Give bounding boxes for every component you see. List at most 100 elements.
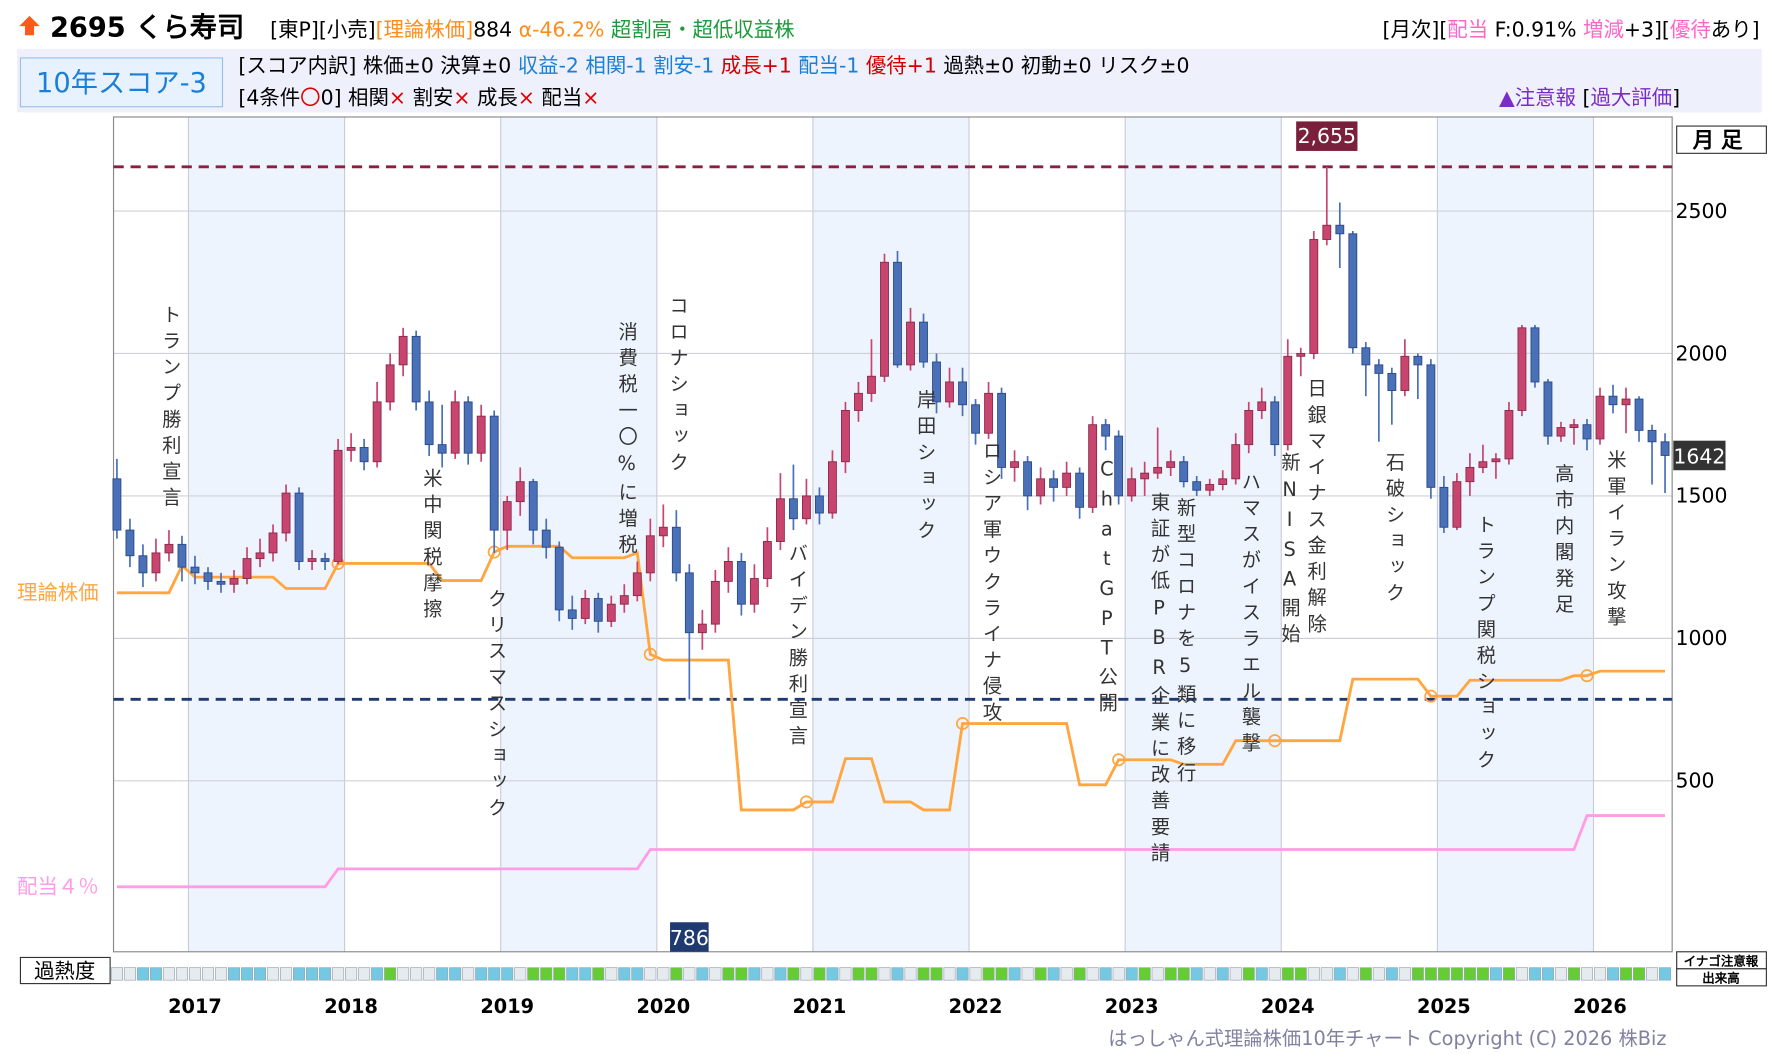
plot-frame — [112, 116, 1673, 953]
volume-label: 出来高 — [1702, 970, 1739, 985]
heat-cell — [813, 967, 826, 981]
heat-cell — [1333, 967, 1346, 981]
heat-cell — [1450, 967, 1463, 981]
volume-label: イナゴ注意報 — [1684, 953, 1759, 968]
year-band — [812, 116, 970, 952]
heat-cell — [787, 967, 800, 981]
text-segment: ] — [1672, 85, 1680, 109]
heat-cell — [397, 967, 410, 981]
event-annotation: 石破ショック — [1383, 452, 1406, 609]
candle-body — [971, 404, 980, 434]
update-marker — [643, 647, 657, 661]
candle-body — [658, 526, 668, 537]
candle-body — [1478, 461, 1488, 468]
candle-body — [1192, 481, 1202, 491]
candle-body — [489, 415, 499, 531]
candle-body — [1179, 461, 1189, 483]
heat-cell — [306, 967, 319, 981]
heat-cell — [1112, 967, 1125, 981]
heat-cell — [1229, 967, 1242, 981]
heat-label: 過熱度 — [34, 959, 95, 983]
event-annotation: 新型コロナを5類に移行 — [1174, 497, 1197, 788]
candle-body — [1660, 441, 1670, 456]
heat-cell — [1646, 967, 1659, 981]
event-annotation: 消費税一〇%に増税 — [615, 321, 638, 560]
heat-cell — [1489, 967, 1502, 981]
candle-body — [749, 578, 759, 605]
candle-body — [684, 572, 694, 634]
year-band — [1125, 116, 1282, 952]
heat-cell — [514, 967, 527, 981]
heat-cell — [1268, 967, 1281, 981]
candle-body — [893, 261, 902, 366]
y-tick-label: 2000 — [1676, 341, 1728, 365]
heat-cell — [527, 967, 540, 981]
candle-body — [1569, 424, 1579, 428]
heat-cell — [293, 967, 306, 981]
series-label: 配当４％ — [17, 875, 99, 899]
heat-cell — [748, 967, 761, 981]
heat-cell — [722, 967, 735, 981]
candle-body — [984, 392, 993, 434]
candle-body — [815, 495, 824, 514]
candle-body — [1413, 355, 1423, 366]
event-annotation: ハマスがイスラエル襲撃 — [1238, 471, 1261, 758]
heat-cell — [579, 967, 592, 981]
heat-cell — [1659, 967, 1672, 981]
event-annotation: 米軍イラン攻撃 — [1604, 450, 1627, 633]
candle-body — [385, 364, 395, 403]
last-price-box — [1673, 440, 1726, 471]
text-segment: 成長 — [470, 85, 517, 109]
text-segment: [4条件 — [238, 85, 300, 109]
candle-body — [268, 532, 278, 554]
score-box — [19, 57, 224, 108]
heat-cell — [436, 967, 449, 981]
candle-body — [854, 392, 863, 411]
update-marker — [956, 717, 970, 731]
candle-body — [1010, 461, 1020, 468]
text-segment: 配当 — [1447, 17, 1488, 41]
heat-cell — [1437, 967, 1450, 981]
text-segment: 超割高・超低収益株 — [611, 17, 795, 41]
candle-body — [1556, 427, 1566, 437]
heat-cell — [670, 967, 683, 981]
text-segment: ▲注意報 — [1499, 85, 1582, 109]
event-annotation: トランプ関税ショック — [1473, 515, 1496, 776]
candle-body — [1270, 401, 1280, 446]
candle-body — [645, 535, 655, 574]
candle-body — [932, 361, 941, 403]
heat-cell — [774, 967, 787, 981]
candle-body — [1218, 478, 1228, 485]
y-tick-label: 1000 — [1676, 626, 1728, 650]
year-label: 2023 — [1105, 995, 1159, 1018]
candle-body — [1595, 395, 1605, 440]
heat-cell — [878, 967, 891, 981]
candle-body — [828, 461, 837, 514]
event-annotation: 岸田ショック — [914, 390, 937, 547]
high-label: 2,655 — [1298, 124, 1356, 148]
stock-title: 2695 くら寿司 — [50, 12, 244, 43]
heat-cell — [319, 967, 332, 981]
text-segment: [理論株価] — [376, 17, 474, 41]
low-box — [670, 922, 709, 952]
text-segment: α-46.2% — [519, 17, 611, 41]
candle-body — [398, 335, 408, 366]
heat-cell — [449, 967, 462, 981]
candle-body — [619, 595, 629, 605]
heat-cell — [1086, 967, 1099, 981]
candle-body — [997, 392, 1006, 468]
text-segment: 過熱±0 初動±0 リスク±0 — [943, 54, 1189, 78]
text-segment: 優待 — [1670, 17, 1711, 41]
heat-cell — [1060, 967, 1073, 981]
heat-cell — [1372, 967, 1385, 981]
event-annotation: コロナショック — [666, 295, 689, 478]
candle-body — [1608, 395, 1618, 406]
heat-cell — [930, 967, 943, 981]
series-line — [116, 814, 1666, 889]
candle-body — [841, 409, 850, 463]
heat-cell — [1203, 967, 1216, 981]
candle-body — [1127, 478, 1137, 497]
heat-cell — [800, 967, 813, 981]
text-segment: 過大評価 — [1590, 85, 1672, 109]
y-tick-label: 1500 — [1676, 484, 1728, 508]
